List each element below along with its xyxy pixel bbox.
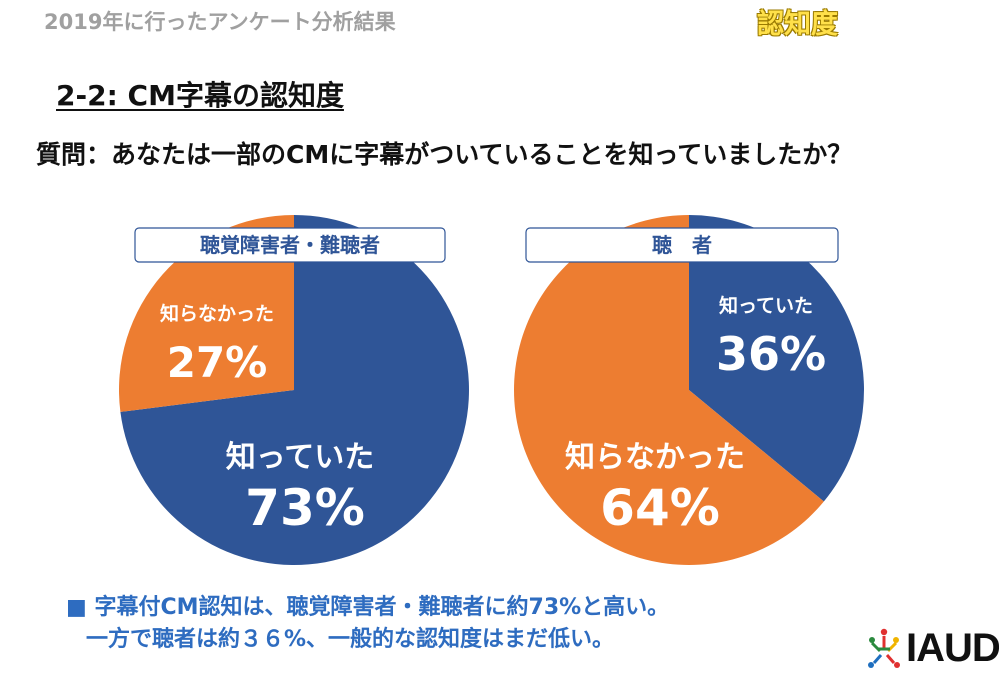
summary-text-1: 字幕付CM認知は、聴覚障害者・難聴者に約73%と高い。	[94, 595, 670, 620]
slice-percent: 36%	[716, 327, 826, 381]
pie-slice-known	[689, 215, 864, 502]
chart-title-box	[525, 227, 839, 263]
summary-line-1: ■ 字幕付CM認知は、聴覚障害者・難聴者に約73%と高い。	[66, 592, 669, 624]
logo-text: IAUD	[906, 626, 999, 670]
pie-slice-unknown	[514, 215, 824, 565]
question-text: 質問：あなたは一部のCMに字幕がついていることを知っていましたか？	[36, 140, 853, 169]
slice-label: 知らなかった	[565, 440, 745, 475]
summary-text-2: 一方で聴者は約３６%、一般的な認知度はまだ低い。	[86, 627, 615, 652]
slice-percent: 64%	[600, 479, 720, 537]
summary-line-2: 一方で聴者は約３６%、一般的な認知度はまだ低い。	[66, 624, 669, 656]
slice-label: 知らなかった	[160, 302, 274, 325]
header-tag: 認知度	[757, 9, 838, 40]
pie-slice-known	[120, 215, 469, 565]
chart-title-box	[134, 227, 446, 263]
iaud-people-icon	[868, 628, 900, 668]
slice-percent: 27%	[167, 338, 268, 387]
section-title: 2-2: CM字幕の認知度	[56, 79, 344, 112]
header-title: 2019年に行ったアンケート分析結果	[44, 10, 396, 34]
pie-slice-unknown	[118, 215, 294, 412]
chart-title: 聴 者	[652, 233, 712, 257]
summary: ■ 字幕付CM認知は、聴覚障害者・難聴者に約73%と高い。 一方で聴者は約３６%…	[66, 592, 669, 656]
bullet-icon: ■	[66, 595, 87, 620]
chart-title: 聴覚障害者・難聴者	[200, 233, 380, 257]
slice-label: 知っていた	[719, 294, 813, 317]
slice-label: 知っていた	[226, 440, 375, 475]
iaud-logo: IAUD	[866, 626, 999, 671]
slice-percent: 73%	[245, 479, 365, 537]
